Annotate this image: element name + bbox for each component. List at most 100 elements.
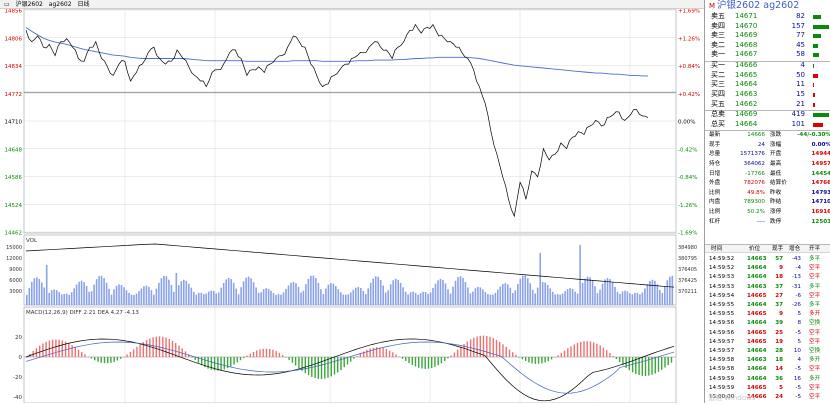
total-row[interactable]: 总买 14664 101 [705,120,830,130]
sell-row[interactable]: 卖二 14668 45 [705,41,830,51]
volume-bar [245,277,247,305]
volume-bar [462,277,464,305]
macd-histogram-bar [356,356,358,357]
macd-histogram-bar [405,357,407,361]
tick-row[interactable]: 14:59:59 14665 5 -5 空平 [705,383,830,394]
sell-row[interactable]: 卖四 14670 157 [705,22,830,32]
macd-histogram-bar [123,356,125,358]
volume-bar [158,282,160,305]
tick-row[interactable]: 14:59:58 14664 14 -5 空平 [705,364,830,375]
period-dropdown[interactable]: 日线 [77,1,90,8]
volume-bar [365,294,367,305]
volume-bar [272,293,275,305]
macd-histogram-bar [236,357,238,363]
tick-type: 空平 [809,384,821,391]
tick-row[interactable]: 14:59:57 14665 19 5 空平 [705,337,830,348]
macd-histogram-bar [317,357,319,379]
buy-row[interactable]: 买四 14663 15 [705,90,830,100]
volume-bar [215,293,217,305]
volume-bar [512,293,514,305]
tick-row[interactable]: 14:59:55 14665 9 5 多开 [705,309,830,320]
volume-bar [195,294,198,305]
tick-vol: 39 [775,320,783,327]
volume-bar [382,285,384,305]
tick-row[interactable]: 14:59:57 14664 28 10 空换 [705,346,830,357]
total-volume: 419 [791,110,805,119]
sell-row[interactable]: 卖一 14667 58 [705,50,830,60]
tick-oi: -5 [795,384,801,391]
buy-row[interactable]: 买一 14666 4 [705,61,830,71]
macd-histogram-bar [68,343,70,357]
tick-row[interactable]: 14:59:52 14663 57 -43 多平 [705,254,830,265]
tick-row[interactable]: 14:59:59 14664 36 16 多开 [705,374,830,385]
tick-row[interactable]: 14:59:56 14664 39 8 空换 [705,318,830,329]
volume-bar [73,288,75,305]
intraday-chart[interactable]: 14856 +1.69% 14806 +1.26% 14834 +0.84% 14772 +0… [0,9,703,404]
tick-type: 空平 [809,329,821,336]
app-menu-icon[interactable]: ▭ [4,1,10,8]
macd-histogram-bar [107,357,109,364]
tick-row[interactable]: 15:00:00 14666 24 -5 空平 [705,392,830,403]
volume-bar [509,287,512,305]
tick-row[interactable]: 14:59:54 14665 27 -6 空平 [705,291,830,302]
stat-label: 涨停 [770,208,782,215]
volume-bar [571,288,574,305]
volume-bar [377,276,379,305]
volume-bar [424,292,427,305]
buy-row[interactable]: 买五 14662 21 [705,100,830,110]
total-row[interactable]: 总卖 14669 419 [705,110,830,120]
stat-value: 14944 [811,151,830,158]
buy-row[interactable]: 买三 14664 11 [705,80,830,90]
sell-row[interactable]: 卖五 14671 82 [705,12,830,22]
tick-oi: 10 [793,348,801,354]
symbol-label[interactable]: 沪银2602 [15,1,43,8]
macd-histogram-bar [463,344,465,357]
macd-histogram-bar [162,336,164,357]
tick-row[interactable]: 14:59:56 14665 25 -5 空平 [705,328,830,339]
tick-price: 14664 [747,348,767,354]
volume-bar [173,291,175,305]
total-price: 14664 [735,120,758,128]
macd-histogram-bar [541,357,543,364]
panel-title: M 沪银2602 ag2602 [705,0,830,11]
volume-bar [407,294,409,305]
tick-type: 空平 [809,292,821,299]
volume-bar [494,292,497,305]
pct-tick-label: 0.00% [678,120,695,126]
tick-row[interactable]: 14:59:55 14664 37 -26 多平 [705,300,830,311]
tick-vol: 37 [775,302,783,308]
buy-row[interactable]: 买二 14665 50 [705,71,830,81]
code-label[interactable]: ag2602 [48,1,72,8]
pct-tick-label: +0.42% [678,92,700,98]
volume-tick-label: 6000 [9,278,22,284]
tick-row[interactable]: 14:59:53 14664 18 -13 空平 [705,272,830,283]
macd-histogram-bar [563,350,566,357]
volume-bar [302,290,305,305]
volume-bar [439,278,442,305]
macd-histogram-bar [165,337,167,357]
sell-row[interactable]: 卖三 14669 77 [705,31,830,41]
ticks-header: 时间 价位 现手 增仓 开平 [705,244,830,253]
volume-bar [616,291,619,305]
tick-type: 空换 [809,320,821,327]
volume-bar [60,294,63,305]
macd-histogram-bar [311,357,313,377]
volume-bar [95,279,98,305]
volume-bar [203,294,205,305]
chart-area[interactable]: 14856 +1.69% 14806 +1.26% 14834 +0.84% 14772 +0… [0,9,703,404]
macd-histogram-bar [272,349,274,357]
tick-row[interactable]: 14:59:53 14663 37 -31 多平 [705,282,830,293]
tick-row[interactable]: 14:59:52 14664 9 -4 空平 [705,263,830,274]
tick-time: 14:59:53 [709,283,735,290]
volume-bar [185,280,188,305]
macd-histogram-bar [314,357,316,379]
tick-row[interactable]: 14:59:58 14663 18 4 多开 [705,355,830,366]
price-tick-label: 14806 [5,36,23,42]
volume-bar [252,282,255,305]
macd-histogram-bar [129,351,132,357]
macd-histogram-bar [188,354,190,357]
buy-volume-bar [813,83,815,88]
macd-histogram-bar [456,349,459,357]
macd-histogram-bar [489,336,491,357]
tick-vol: 5 [779,384,783,391]
